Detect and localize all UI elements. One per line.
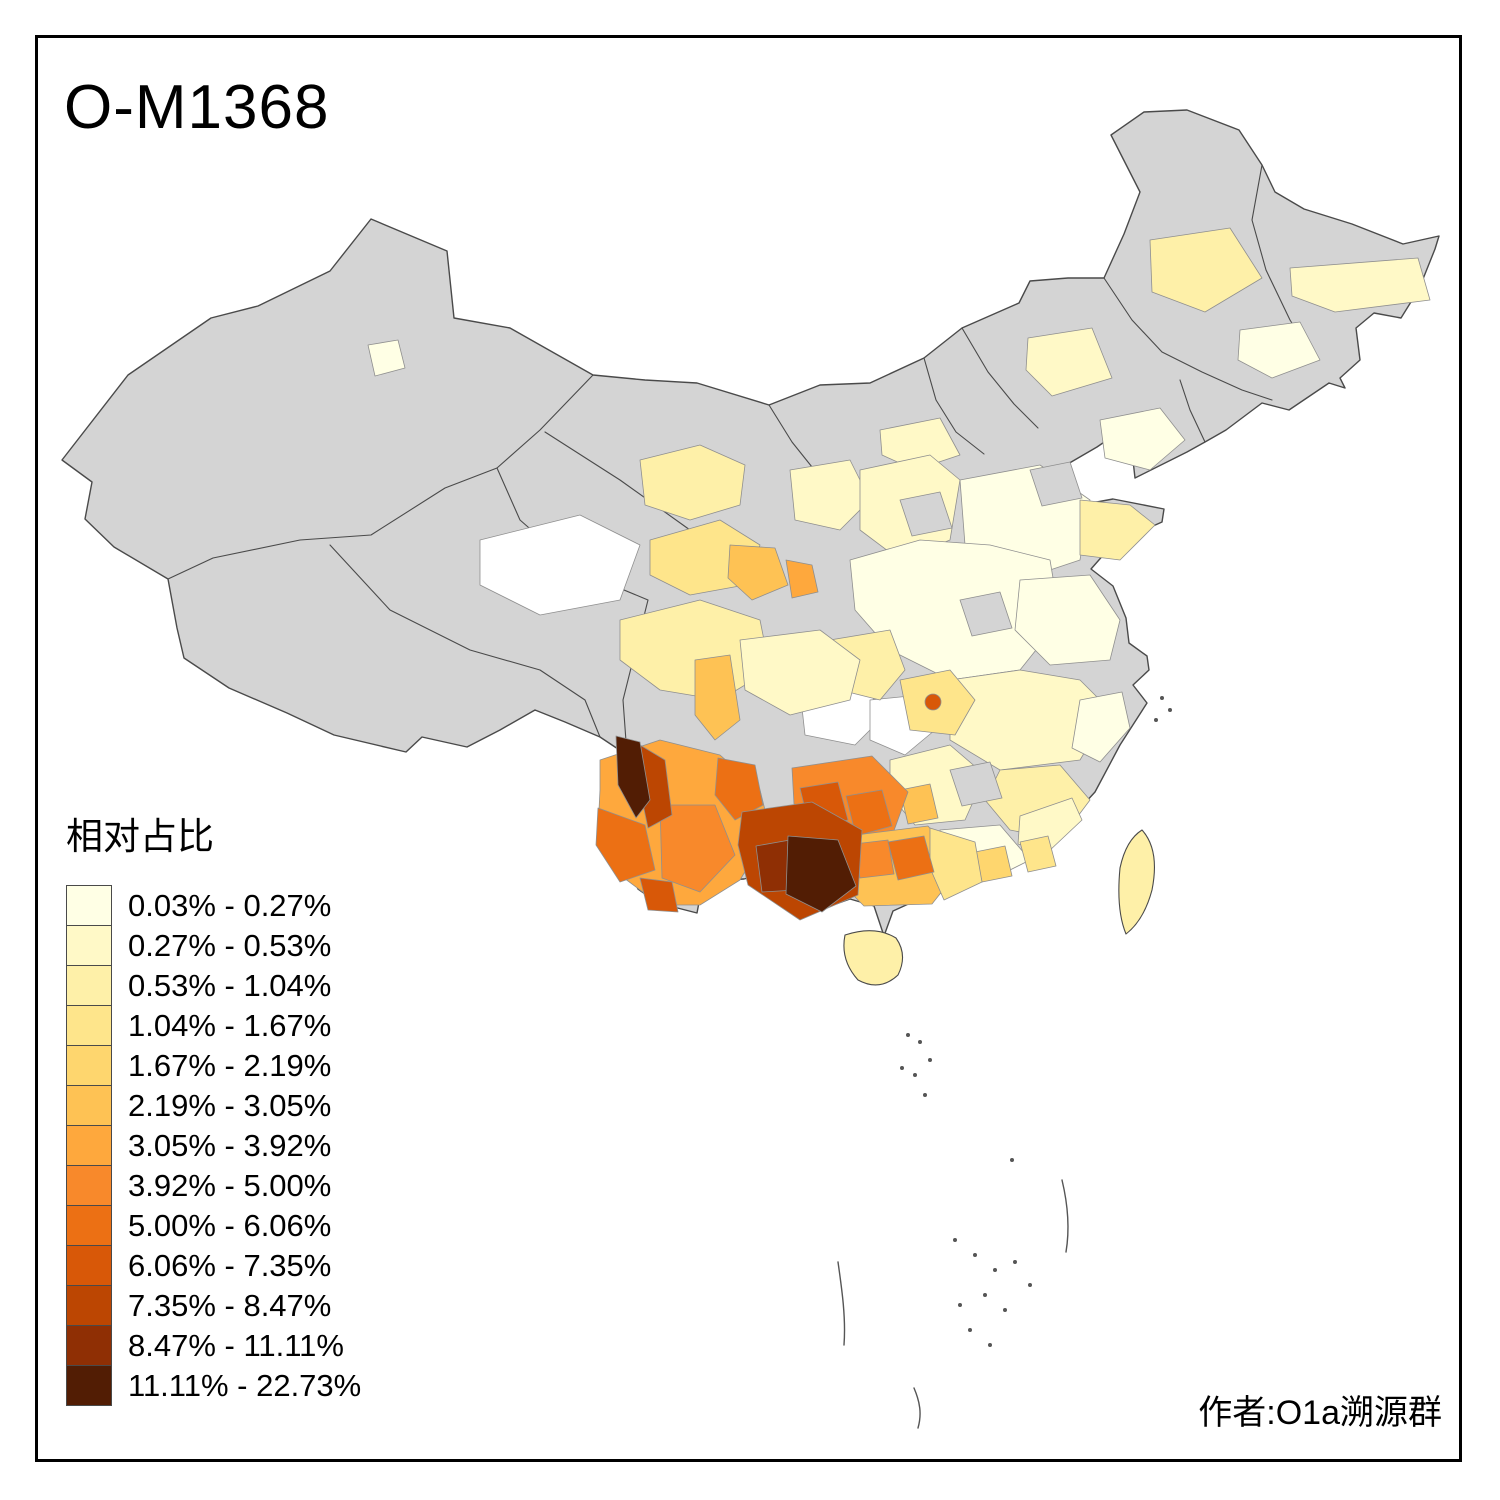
legend-swatch-11 (66, 1285, 112, 1326)
legend-swatch-7 (66, 1125, 112, 1166)
region-urumqi-patch (367, 339, 406, 377)
orange-patches (694, 544, 1057, 883)
legend-label-1: 0.03% - 0.27% (128, 887, 332, 923)
legend-label-8: 3.92% - 5.00% (128, 1167, 332, 1203)
legend-label-5: 1.67% - 2.19% (128, 1047, 332, 1083)
attribution-text: 作者:O1a溯源群 (1198, 1394, 1442, 1432)
region-gray-hole-shanxi (899, 491, 953, 537)
region-hunan-south-spot (899, 783, 939, 825)
region-hubei-dark-dot (924, 693, 942, 711)
legend-swatch-1 (66, 885, 112, 926)
legend-label-12: 8.47% - 11.11% (128, 1327, 344, 1363)
region-qinghai-white (479, 514, 641, 616)
legend: 相对占比 0.03% - 0.27% 0.27% - 0.53% 0.53% - 1… (66, 806, 361, 1406)
nodata-holes (899, 461, 1083, 807)
region-ne-heihe-patch (1149, 227, 1263, 313)
region-guangdong-spot-2 (1019, 835, 1057, 873)
region-jilin-patch (1237, 321, 1321, 379)
region-taiwan-island (1118, 829, 1155, 935)
legend-swatch-5 (66, 1045, 112, 1086)
region-core-darkest (785, 835, 857, 913)
pale-patchwork (367, 227, 1431, 881)
legend-swatch-9 (66, 1205, 112, 1246)
legend-swatch-6 (66, 1085, 112, 1126)
legend-swatch-4 (66, 1005, 112, 1046)
legend-label-7: 3.05% - 3.92% (128, 1127, 332, 1163)
legend-label-13: 11.11% - 22.73% (128, 1367, 362, 1403)
legend-row-9: 5.00% - 6.06% (66, 1205, 361, 1246)
sea-boundary-dashes (837, 1179, 1069, 1429)
south-china-sea-islets (900, 696, 1172, 1347)
legend-row-1: 0.03% - 0.27% (66, 885, 361, 926)
legend-swatch-13 (66, 1365, 112, 1406)
region-yunnan-south-spot (639, 877, 679, 913)
legend-swatch-10 (66, 1245, 112, 1286)
legend-title: 相对占比 (66, 816, 214, 857)
legend-swatch-12 (66, 1325, 112, 1366)
legend-row-4: 1.04% - 1.67% (66, 1005, 361, 1046)
legend-label-9: 5.00% - 6.06% (128, 1207, 332, 1243)
legend-row-7: 3.05% - 3.92% (66, 1125, 361, 1166)
legend-row-10: 6.06% - 7.35% (66, 1245, 361, 1286)
legend-label-11: 7.35% - 8.47% (128, 1287, 332, 1323)
region-fujian-coast-patch (1017, 797, 1083, 853)
legend-swatch-8 (66, 1165, 112, 1206)
region-zhejiang-patch (1071, 691, 1131, 763)
region-yunnan-west-patch (595, 807, 656, 883)
legend-row-5: 1.67% - 2.19% (66, 1045, 361, 1086)
region-ne-hinggan-patch (1025, 327, 1113, 397)
region-lanzhou-orange-spot (785, 559, 819, 599)
legend-label-10: 6.06% - 7.35% (128, 1247, 332, 1283)
legend-swatch-3 (66, 965, 112, 1006)
region-hainan-island (843, 930, 904, 986)
page-title: O-M1368 (64, 73, 330, 142)
legend-row-13: 11.11% - 22.73% (66, 1365, 361, 1406)
legend-label-4: 1.04% - 1.67% (128, 1007, 332, 1043)
legend-row-6: 2.19% - 3.05% (66, 1085, 361, 1126)
legend-row-8: 3.92% - 5.00% (66, 1165, 361, 1206)
region-gray-hole-henan (959, 591, 1013, 637)
region-gray-hole-jiangxi (949, 761, 1003, 807)
region-yunnan-central-patch (659, 804, 736, 893)
legend-row-3: 0.53% - 1.04% (66, 965, 361, 1006)
region-gansu-orange-patch (727, 544, 789, 601)
region-shandong-peninsula-patch (1079, 499, 1156, 561)
legend-row-11: 7.35% - 8.47% (66, 1285, 361, 1326)
southwest-cluster (595, 735, 983, 921)
region-sichuan-basin-patch (739, 629, 861, 716)
legend-swatch-2 (66, 925, 112, 966)
region-sichuan-orange-strip (694, 654, 741, 741)
legend-label-6: 2.19% - 3.05% (128, 1087, 332, 1123)
region-yunnan-nw-dark-strip (615, 735, 651, 819)
region-liaoning-patch (1099, 407, 1186, 471)
region-gray-hole-beijing (1029, 461, 1083, 507)
legend-row-12: 8.47% - 11.11% (66, 1325, 361, 1366)
region-jiangsu-patch (1014, 574, 1121, 666)
legend-row-2: 0.27% - 0.53% (66, 925, 361, 966)
region-guiyang-patch (845, 789, 893, 837)
legend-rows: 0.03% - 0.27% 0.27% - 0.53% 0.53% - 1.04% 1… (66, 885, 361, 1406)
region-gansu-corridor-patch (639, 444, 746, 521)
region-guangxi-north-spot (887, 835, 935, 881)
region-ne-far-east-patch (1289, 257, 1431, 313)
legend-label-3: 0.53% - 1.04% (128, 967, 332, 1003)
region-ningxia-north-patch (789, 459, 871, 531)
legend-label-2: 0.27% - 0.53% (128, 927, 332, 963)
